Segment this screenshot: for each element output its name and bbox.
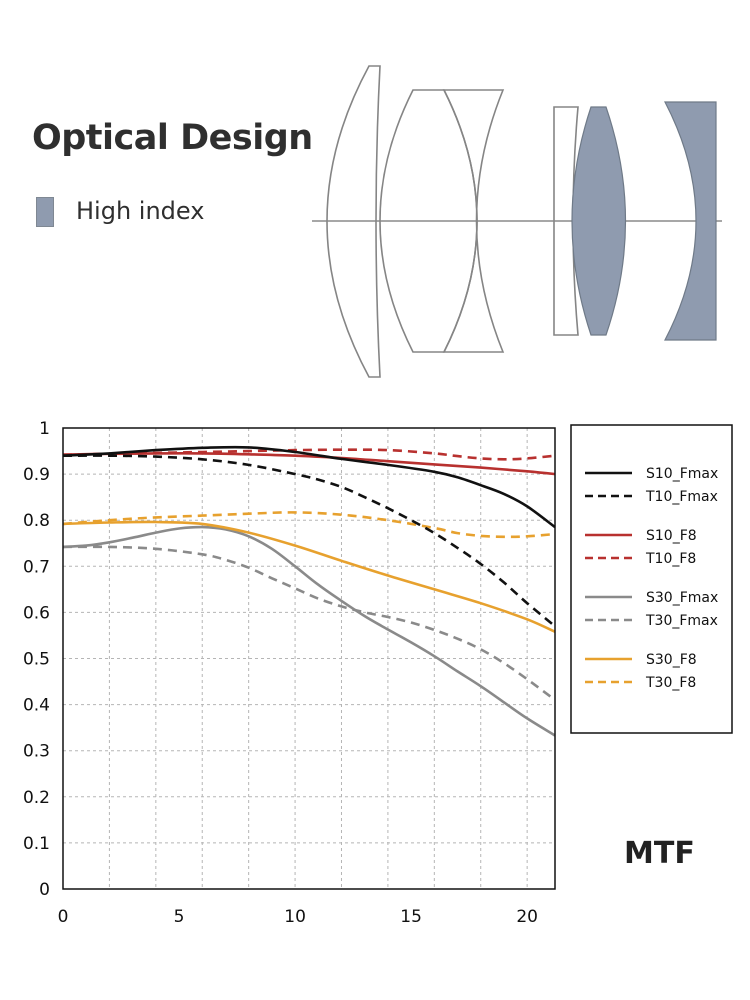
series-line-s30-fmax	[62, 525, 556, 737]
legend-label-t30-fmax: T30_Fmax	[645, 613, 718, 629]
y-tick-label: 0.7	[23, 557, 50, 577]
chart-grid	[63, 427, 555, 889]
chart-legend: S10_Fmax T10_Fmax S10_F8 T10_F8 S30_Fmax T30_…	[570, 424, 733, 734]
x-tick-label: 15	[400, 907, 422, 927]
y-tick-label: 0.2	[23, 788, 50, 808]
y-tick-label: 0.9	[23, 465, 50, 485]
lens-element-6-high-index	[664, 101, 717, 341]
series-line-s10-fmax	[62, 445, 556, 529]
lens-element-3	[442, 89, 505, 353]
high-index-label: High index	[76, 197, 205, 225]
lens-element-1	[326, 65, 381, 378]
legend-label-s10-f8: S10_F8	[646, 528, 697, 544]
y-tick-label: 0.6	[23, 603, 50, 623]
legend-label-t30-f8: T30_F8	[645, 675, 696, 691]
mtf-label: MTF	[624, 836, 695, 871]
series-line-t10-fmax	[62, 454, 556, 628]
page-title: Optical Design	[32, 118, 313, 158]
series-line-s10-f8	[62, 451, 556, 476]
chart-series	[62, 445, 556, 737]
plot-frame	[62, 427, 556, 890]
legend-label-s30-f8: S30_F8	[646, 652, 697, 668]
x-tick-label: 20	[516, 907, 538, 927]
y-tick-label: 0.1	[23, 834, 50, 854]
y-tick-label: 0.3	[23, 742, 50, 762]
legend-label-s10-fmax: S10_Fmax	[646, 466, 718, 482]
legend-label-s30-fmax: S30_Fmax	[646, 590, 718, 606]
y-tick-label: 1	[39, 419, 50, 439]
x-tick-label: 5	[174, 907, 185, 927]
y-tick-label: 0.8	[23, 511, 50, 531]
series-line-s30-f8	[62, 520, 556, 633]
high-index-swatch	[36, 197, 54, 227]
legend-box	[570, 424, 733, 734]
x-tick-label: 10	[284, 907, 306, 927]
y-tick-label: 0.4	[23, 696, 50, 716]
series-line-t30-fmax	[62, 545, 556, 702]
series-line-t30-f8	[62, 511, 556, 539]
y-tick-label: 0.5	[23, 650, 50, 670]
legend-label-t10-fmax: T10_Fmax	[645, 489, 718, 505]
legend-label-t10-f8: T10_F8	[645, 551, 696, 567]
lens-element-5-high-index	[571, 106, 627, 336]
optical-design-diagram	[312, 65, 722, 378]
chart-axes	[62, 427, 556, 890]
y-tick-label: 0	[39, 880, 50, 900]
x-tick-label: 0	[58, 907, 69, 927]
series-line-t10-f8	[62, 448, 556, 461]
chart-ticks: 00.10.20.30.40.50.60.70.80.910 5 10 15 20	[23, 419, 538, 927]
